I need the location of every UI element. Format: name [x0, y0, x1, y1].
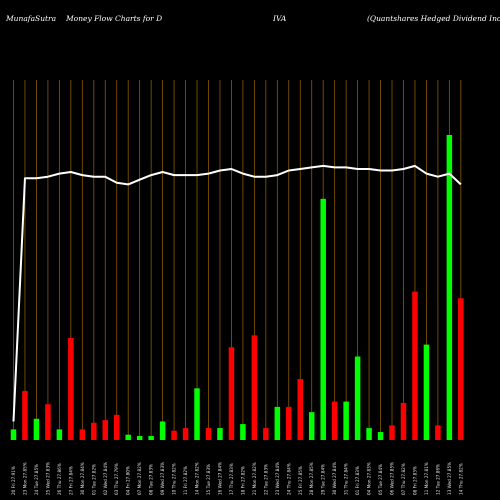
x-tick-label: 08 Tue 27.83% [149, 464, 154, 495]
x-tick-label: 02 Wed 27.84% [103, 462, 108, 495]
bar-16 [194, 388, 200, 440]
x-tick-label: 24 Thu 27.84% [286, 463, 291, 495]
x-tick-label: 03 Thu 27.79% [114, 463, 119, 495]
x-tick-label: 12 Tue 27.86% [435, 464, 440, 495]
x-tick-label: 14 Mon 27.82% [195, 462, 200, 495]
x-tick-label: 17 Thu 27.83% [229, 463, 234, 495]
chart-header: MunafaSutra Money Flow Charts for D IVA … [0, 14, 500, 28]
bar-15 [182, 428, 189, 440]
company-name: (Quantshares Hedged Dividend Inc) Mi [367, 14, 500, 23]
bar-22 [263, 428, 269, 440]
price-line [12, 164, 462, 422]
x-tick-label: 04 Fri 27.80% [126, 466, 131, 495]
bar-27 [320, 198, 326, 440]
bar-14 [171, 430, 177, 440]
bar-24 [286, 406, 292, 440]
x-tick-label: 09 Wed 27.83% [160, 462, 165, 495]
site-name: MunafaSutra [6, 14, 57, 23]
chart-name: Money Flow Charts for D [66, 14, 163, 23]
x-tick-label: 14 Thu 27.82% [458, 463, 463, 495]
x-tick-label: 25 Wed 27.83% [45, 462, 50, 495]
bar-21 [251, 335, 258, 440]
x-tick-label: 30 Wed 27.84% [332, 462, 337, 495]
x-tick-label: 29 Tue 27.84% [321, 464, 326, 495]
bar-29 [343, 401, 349, 440]
x-tick-label: 23 Mon 27.85% [22, 462, 27, 495]
bar-11 [136, 436, 143, 440]
x-tick-label: 13 Wed 27.85% [447, 462, 452, 495]
x-tick-label: 07 Thu 27.82% [401, 463, 406, 495]
x-tick-label: 25 Fri 27.85% [298, 466, 303, 495]
bar-2 [33, 418, 40, 440]
bar-3 [45, 404, 51, 440]
x-axis-labels: 20 Fri 27.91% 23 Mon 27.85% 24 Tue 27.85% 2… [11, 462, 463, 495]
bar-37 [435, 425, 441, 440]
bar-39 [458, 298, 464, 440]
bar-9 [113, 414, 120, 440]
bar-31 [366, 428, 372, 440]
gridlines [13, 80, 462, 440]
bar-28 [331, 401, 338, 440]
bar-10 [125, 434, 131, 440]
x-tick-label: 01 Tue 27.82% [91, 464, 96, 495]
bar-18 [217, 428, 223, 440]
money-flow-bars [10, 135, 464, 440]
bar-33 [389, 425, 395, 440]
bar-35 [412, 291, 418, 440]
bar-17 [205, 428, 212, 440]
x-tick-label: 26 Thu 27.86% [57, 463, 62, 495]
bar-4 [56, 429, 63, 440]
bar-23 [274, 406, 281, 440]
x-tick-label: 15 Tue 27.83% [206, 464, 211, 495]
x-tick-label: 22 Tue 27.83% [263, 464, 268, 495]
x-tick-label: 31 Thu 27.84% [344, 463, 349, 495]
bar-32 [377, 432, 384, 440]
bar-5 [68, 337, 74, 440]
x-tick-label: 24 Tue 27.85% [34, 464, 39, 495]
bar-0 [10, 429, 17, 440]
x-tick-label: 23 Wed 27.84% [275, 462, 280, 495]
x-tick-label: 18 Fri 27.82% [240, 466, 245, 495]
bar-7 [91, 422, 97, 440]
bar-20 [240, 424, 246, 440]
bar-12 [148, 436, 154, 440]
x-tick-label: 10 Thu 27.82% [172, 463, 177, 495]
x-tick-label: 07 Mon 27.82% [137, 462, 142, 495]
x-tick-label: 04 Mon 27.83% [367, 462, 372, 495]
bar-26 [308, 412, 315, 440]
x-tick-label: 21 Mon 27.82% [252, 462, 257, 495]
bar-13 [159, 421, 166, 440]
bar-36 [423, 344, 430, 440]
x-tick-label: 28 Mon 27.85% [309, 462, 314, 495]
x-tick-label: 08 Fri 27.83% [412, 466, 417, 495]
bar-6 [79, 429, 86, 440]
bar-38 [446, 135, 453, 440]
bar-19 [228, 347, 235, 440]
ticker-tail: IVA [273, 14, 287, 23]
x-tick-label: 27 Fri 27.84% [68, 466, 73, 495]
x-tick-label: 16 Wed 27.84% [217, 462, 222, 495]
x-tick-label: 01 Fri 27.83% [355, 466, 360, 495]
bar-8 [102, 420, 109, 440]
bar-25 [297, 379, 303, 440]
x-tick-label: 05 Tue 27.84% [378, 464, 383, 495]
x-tick-label: 20 Fri 27.91% [11, 466, 16, 495]
x-tick-label: 06 Wed 27.85% [390, 462, 395, 495]
x-tick-label: 11 Fri 27.82% [183, 466, 188, 495]
x-tick-label: 11 Mon 27.81% [424, 462, 429, 495]
bar-1 [22, 390, 28, 440]
x-tick-label: 30 Mon 27.84% [80, 462, 85, 495]
bar-30 [354, 356, 361, 440]
bar-34 [400, 402, 407, 440]
